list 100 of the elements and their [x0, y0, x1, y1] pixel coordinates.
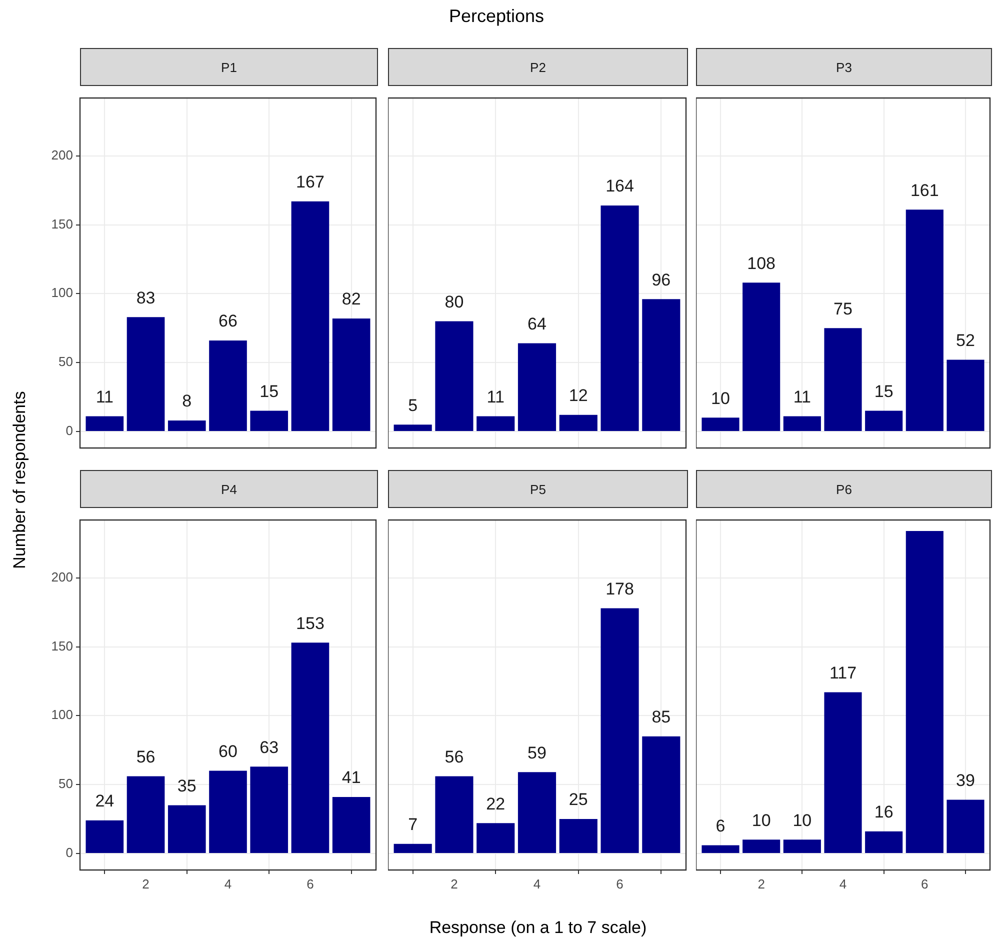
data-label: 16	[874, 802, 894, 822]
bar	[86, 820, 124, 853]
bar	[600, 205, 639, 431]
data-label: 117	[829, 663, 857, 682]
bar	[291, 201, 330, 431]
y-tick-label: 200	[51, 569, 73, 584]
bar	[435, 776, 474, 853]
bar	[742, 840, 780, 853]
bar	[824, 692, 862, 853]
bar	[824, 328, 862, 431]
data-label: 167	[296, 172, 324, 192]
data-label: 15	[260, 382, 279, 401]
data-label: 8	[182, 392, 192, 411]
bar	[394, 844, 432, 853]
y-tick-label: 100	[51, 285, 73, 300]
bar	[783, 840, 821, 853]
bar	[168, 805, 206, 853]
chart-title: P5	[388, 470, 688, 508]
data-label: 10	[711, 388, 730, 408]
bar	[435, 321, 474, 431]
data-label: 75	[834, 299, 852, 318]
data-label: 24	[95, 792, 114, 811]
text: Perceptions	[448, 6, 546, 27]
chart-title: P4	[80, 470, 378, 508]
bar	[209, 770, 247, 853]
bar	[168, 420, 206, 431]
x-tick-label: 6	[921, 876, 928, 892]
y-tick-label: 50	[58, 354, 73, 370]
data-label: 80	[444, 292, 464, 312]
y-tick-label: 0	[66, 845, 73, 860]
bar	[642, 299, 680, 431]
bar	[742, 282, 780, 431]
x-tick-label: 2	[142, 876, 150, 892]
data-label: 52	[956, 331, 975, 350]
data-label: 6	[716, 816, 726, 836]
data-label: 15	[874, 382, 894, 401]
data-label: 85	[652, 708, 671, 727]
data-label: 63	[260, 738, 279, 757]
y-axis-title: Number of respondents	[10, 391, 30, 569]
data-label: 66	[218, 312, 238, 331]
data-label: 10	[752, 810, 771, 830]
bar	[250, 410, 288, 431]
bar	[86, 416, 124, 431]
bar	[518, 772, 556, 853]
data-label: 161	[910, 180, 939, 200]
y-tick-label: 50	[58, 776, 73, 792]
bar	[559, 414, 598, 431]
data-label: 10	[792, 810, 812, 830]
bar	[865, 831, 903, 853]
y-tick-label: 150	[51, 216, 73, 232]
bar	[783, 416, 821, 431]
data-label: 5	[408, 396, 418, 415]
bar	[332, 796, 370, 853]
x-tick-label: 4	[224, 876, 232, 892]
bar	[332, 318, 370, 431]
data-label: 22	[486, 794, 506, 814]
data-label: 11	[96, 387, 114, 406]
bar	[906, 531, 944, 853]
data-label: 35	[177, 776, 196, 796]
y-tick-label: 100	[51, 707, 73, 722]
x-tick-label: 6	[306, 876, 314, 892]
chart-title: P3	[696, 48, 992, 86]
bar	[559, 819, 598, 853]
data-label: 56	[136, 747, 156, 766]
bar	[906, 210, 944, 431]
bar	[702, 845, 740, 853]
bar	[394, 424, 432, 431]
bar	[476, 823, 515, 853]
chart-title: P1	[80, 48, 378, 86]
data-label: 25	[568, 790, 588, 810]
data-label: 7	[408, 815, 418, 834]
bar	[946, 800, 984, 853]
data-label: 153	[296, 614, 324, 633]
bar	[126, 317, 165, 431]
data-label: 56	[444, 747, 464, 766]
bar	[946, 360, 984, 431]
data-label: 39	[956, 770, 975, 790]
data-label: 82	[342, 290, 361, 309]
data-label: 41	[342, 768, 361, 788]
data-label: 11	[793, 387, 811, 406]
data-label: 96	[652, 270, 671, 290]
bar	[518, 343, 556, 431]
bar	[209, 340, 247, 431]
x-tick-label: 4	[533, 876, 541, 892]
bar	[126, 776, 165, 853]
x-tick-label: 4	[839, 876, 847, 892]
data-label: 59	[528, 743, 546, 762]
bar	[642, 736, 680, 853]
data-label: 83	[136, 288, 156, 308]
y-tick-label: 0	[66, 423, 73, 438]
bar	[865, 410, 903, 431]
bar	[600, 608, 639, 853]
data-label: 108	[747, 254, 776, 273]
y-tick-label: 150	[51, 638, 73, 654]
chart-title: P2	[388, 48, 688, 86]
x-axis-title: Response (on a 1 to 7 scale)	[429, 918, 647, 938]
bar	[702, 418, 740, 431]
data-label: 178	[606, 579, 634, 598]
chart-title: P6	[696, 470, 992, 508]
bar	[250, 766, 288, 853]
